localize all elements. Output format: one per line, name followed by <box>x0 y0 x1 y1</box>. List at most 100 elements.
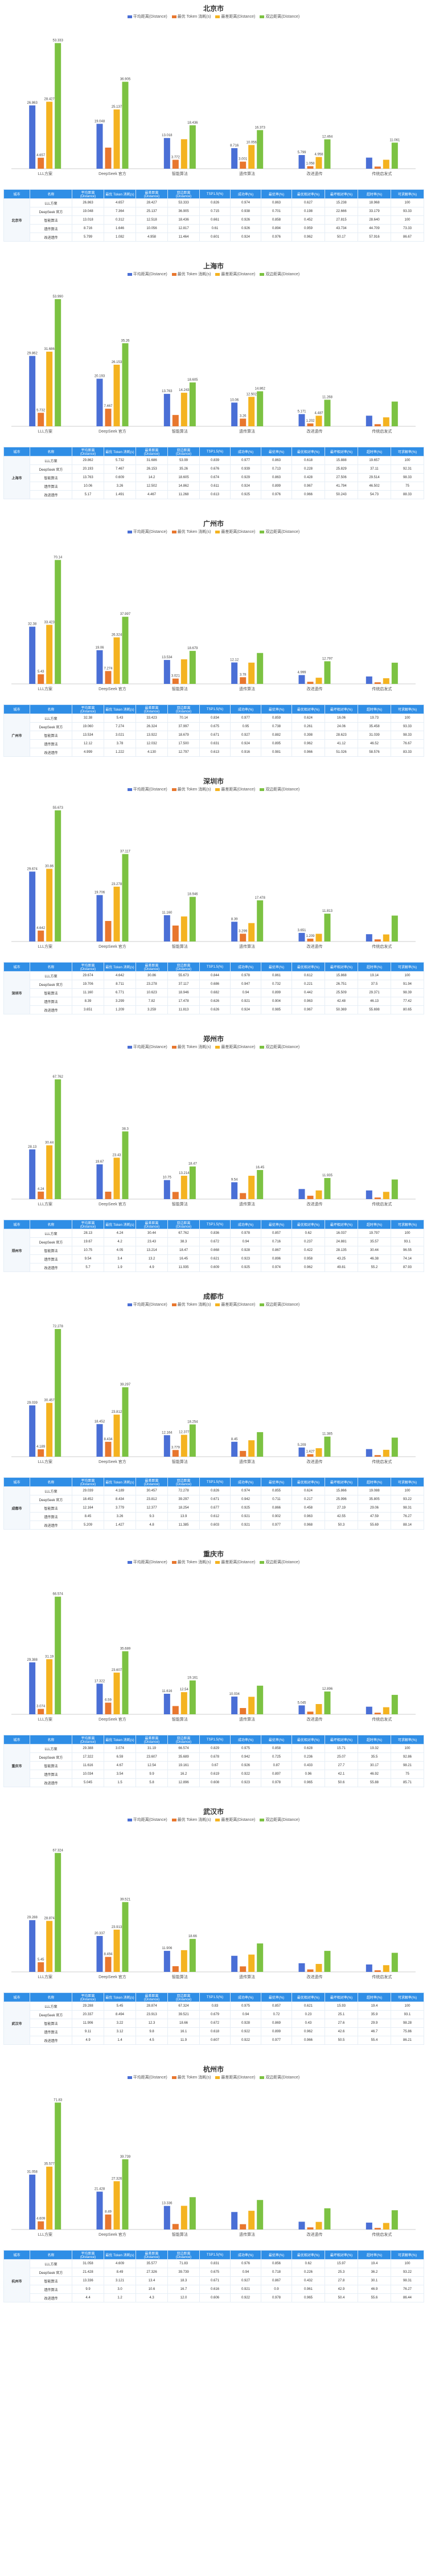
bar[interactable] <box>324 400 331 426</box>
bar[interactable] <box>46 625 53 684</box>
bar[interactable] <box>46 2166 53 2229</box>
table-header-cell[interactable]: 最优率(%) <box>261 1992 292 2002</box>
bar[interactable] <box>29 871 36 941</box>
bar[interactable] <box>374 166 381 169</box>
bar[interactable] <box>257 130 264 169</box>
bar[interactable] <box>248 1176 255 1199</box>
table-header-cell[interactable]: 最优率(%) <box>261 1735 292 1744</box>
legend-item[interactable]: 最优 Token 消耗(s) <box>171 2074 211 2080</box>
bar[interactable] <box>122 1131 129 1199</box>
bar[interactable] <box>29 1405 36 1457</box>
bar[interactable] <box>366 676 372 684</box>
table-header-cell[interactable]: 最优相对率(%) <box>291 962 325 972</box>
table-header-cell[interactable]: 双边距离(Distance) <box>167 189 200 199</box>
bar[interactable] <box>366 1190 372 1199</box>
bar[interactable] <box>257 1943 264 1972</box>
table-header-cell[interactable]: 最坏相对率(%) <box>325 189 358 199</box>
legend-item[interactable]: 最优 Token 消耗(s) <box>171 14 211 19</box>
bar[interactable] <box>257 391 264 426</box>
bar[interactable] <box>38 1191 44 1199</box>
table-header-cell[interactable]: 名称 <box>30 1735 72 1744</box>
bar[interactable] <box>113 1415 120 1457</box>
bar[interactable] <box>315 1448 322 1457</box>
bar[interactable] <box>257 1685 264 1714</box>
table-header-cell[interactable]: 最坏相对率(%) <box>325 1477 358 1487</box>
table-header-cell[interactable]: 最坏相对率(%) <box>325 447 358 456</box>
table-header-cell[interactable]: 成功率(%) <box>230 1477 261 1487</box>
bar[interactable] <box>366 157 372 169</box>
bar[interactable] <box>96 895 103 941</box>
bar[interactable] <box>248 923 255 941</box>
bar[interactable] <box>180 659 187 684</box>
table-header-cell[interactable]: 最坏相对率(%) <box>325 1992 358 2002</box>
bar[interactable] <box>180 1692 187 1714</box>
bar[interactable] <box>315 678 322 684</box>
legend-item[interactable]: 最优 Token 消耗(s) <box>171 529 211 535</box>
table-header-cell[interactable]: 最优相对率(%) <box>291 704 325 714</box>
bar[interactable] <box>374 1197 381 1199</box>
bar[interactable] <box>38 1962 44 1972</box>
table-header-cell[interactable]: 双边距离(Distance) <box>167 447 200 456</box>
table-header-cell[interactable]: 最优率(%) <box>261 2250 292 2260</box>
bar[interactable] <box>38 413 44 426</box>
table-header-cell[interactable]: 双边距离(Distance) <box>167 1735 200 1744</box>
bar[interactable] <box>113 2181 120 2229</box>
table-header-cell[interactable]: 成功率(%) <box>230 1220 261 1229</box>
bar[interactable] <box>248 2211 255 2229</box>
table-header-cell[interactable]: 最差距离(Distance) <box>136 2250 168 2260</box>
bar[interactable] <box>240 1708 247 1714</box>
legend-item[interactable]: 最优 Token 消耗(s) <box>171 1302 211 1307</box>
table-header-cell[interactable]: 可求解率(%) <box>391 704 424 714</box>
bar[interactable] <box>298 155 305 169</box>
table-header-cell[interactable]: 成功率(%) <box>230 704 261 714</box>
bar[interactable] <box>391 662 398 684</box>
table-header-cell[interactable]: 名称 <box>30 962 72 972</box>
table-header-cell[interactable]: 名称 <box>30 704 72 714</box>
bar[interactable] <box>231 148 238 169</box>
bar[interactable] <box>29 1662 36 1714</box>
table-header-cell[interactable]: TSP1.5(%) <box>199 704 231 714</box>
bar[interactable] <box>122 854 129 941</box>
bar[interactable] <box>122 1387 129 1457</box>
table-header-cell[interactable]: 最坏相对率(%) <box>325 2250 358 2260</box>
legend-item[interactable]: 平均距离(Distance) <box>127 2074 167 2080</box>
bar[interactable] <box>231 402 238 426</box>
table-header-cell[interactable]: 可求解率(%) <box>391 1477 424 1487</box>
legend-item[interactable]: 平均距离(Distance) <box>127 1044 167 1050</box>
bar[interactable] <box>163 1180 170 1199</box>
table-header-cell[interactable]: 平均距离(Distance) <box>72 189 104 199</box>
bar[interactable] <box>189 1939 196 1972</box>
table-header-cell[interactable]: 平均距离(Distance) <box>72 1992 104 2002</box>
bar[interactable] <box>163 915 170 941</box>
bar[interactable] <box>298 932 305 941</box>
legend-item[interactable]: 最优 Token 消耗(s) <box>171 1559 211 1565</box>
table-header-cell[interactable]: 平均距离(Distance) <box>72 2250 104 2260</box>
table-header-cell[interactable]: 最优相对率(%) <box>291 1992 325 2002</box>
bar[interactable] <box>391 1179 398 1199</box>
bar[interactable] <box>298 1963 305 1972</box>
table-header-cell[interactable]: 超时率(%) <box>358 962 391 972</box>
bar[interactable] <box>383 1449 389 1457</box>
bar[interactable] <box>383 934 389 941</box>
table-header-cell[interactable]: 城市 <box>3 1992 30 2002</box>
table-header-cell[interactable]: TSP1.5(%) <box>199 1735 231 1744</box>
bar[interactable] <box>38 674 44 684</box>
bar[interactable] <box>46 1921 53 1972</box>
bar[interactable] <box>55 1079 61 1199</box>
bar[interactable] <box>383 2223 389 2229</box>
table-header-cell[interactable]: 超时率(%) <box>358 1992 391 2002</box>
table-header-cell[interactable]: 城市 <box>3 1220 30 1229</box>
table-header-cell[interactable]: 最坏相对率(%) <box>325 704 358 714</box>
bar[interactable] <box>189 1166 196 1199</box>
bar[interactable] <box>105 1702 112 1714</box>
table-header-cell[interactable]: 可求解率(%) <box>391 1992 424 2002</box>
table-header-cell[interactable]: 成功率(%) <box>230 2250 261 2260</box>
bar[interactable] <box>38 1709 44 1714</box>
bar[interactable] <box>38 2221 44 2229</box>
bar[interactable] <box>29 1920 36 1972</box>
table-header-cell[interactable]: 双边距离(Distance) <box>167 2250 200 2260</box>
table-header-cell[interactable]: 成功率(%) <box>230 962 261 972</box>
bar[interactable] <box>189 1680 196 1714</box>
table-header-cell[interactable]: 成功率(%) <box>230 1735 261 1744</box>
table-header-cell[interactable]: 城市 <box>3 704 30 714</box>
